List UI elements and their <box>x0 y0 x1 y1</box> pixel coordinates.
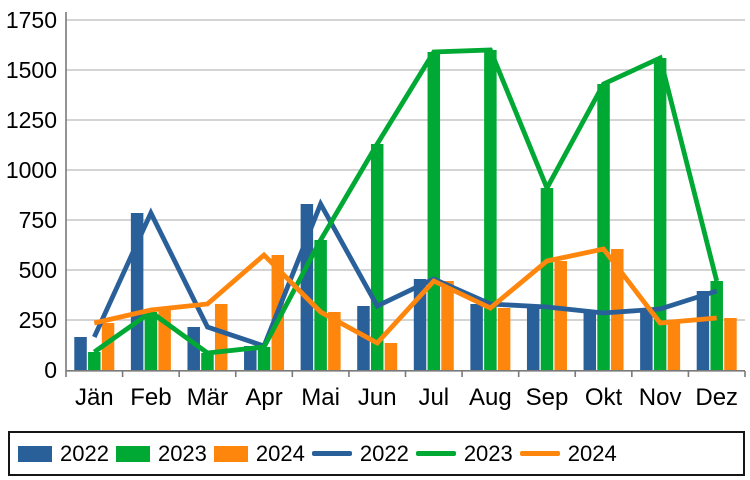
bar-2022-Mär <box>187 327 200 370</box>
x-axis-label-Nov: Nov <box>639 384 682 411</box>
x-axis-label-Jän: Jän <box>75 384 114 411</box>
legend-item-line-2023: 2023 <box>415 440 515 466</box>
legend-label: 2024 <box>255 440 305 466</box>
bar-2023-Aug <box>484 50 497 370</box>
legend-item-bar-2022: 2022 <box>18 440 111 466</box>
x-axis-label-Okt: Okt <box>585 384 623 411</box>
legend-label: 2023 <box>463 440 513 466</box>
bar-2024-Jun <box>384 343 398 370</box>
bar-2024-Sep <box>554 261 567 370</box>
bar-2023-Dez <box>710 281 723 370</box>
y-axis-tick-label-1250: 1250 <box>6 107 57 133</box>
bar-2024-Okt <box>611 249 624 370</box>
x-axis-label-Mai: Mai <box>301 384 340 411</box>
bar-2022-Nov <box>640 309 653 370</box>
bar-2024-Mai <box>328 312 341 370</box>
x-axis-label-Sep: Sep <box>526 384 569 411</box>
bar-2022-Sep <box>526 307 540 370</box>
legend-item-line-2022: 2022 <box>311 440 411 466</box>
bar-swatch-icon <box>115 445 150 462</box>
bar-2022-Okt <box>583 313 597 370</box>
line-swatch-icon <box>311 451 352 456</box>
y-axis-tick-label-250: 250 <box>19 307 57 333</box>
bar-2023-Nov <box>653 58 667 370</box>
x-axis-label-Jun: Jun <box>358 384 397 411</box>
legend-item-bar-2023: 2023 <box>115 440 209 466</box>
combo-chart: 0 250 500 750 1000 1250 1500 1750 Jän Feb Mär Apr Ma… <box>6 7 746 411</box>
bar-2022-Dez <box>696 291 710 370</box>
bar-2022-Jän <box>74 337 87 370</box>
line-2022 <box>92 198 718 349</box>
line-swatch-icon <box>415 451 456 456</box>
legend-label: 2024 <box>567 440 617 466</box>
bar-2024-Nov <box>667 323 681 370</box>
line-2023 <box>92 47 720 356</box>
bar-2022-Apr <box>244 346 257 370</box>
bar-swatch-icon <box>18 445 52 462</box>
legend-label: 2023 <box>157 440 207 466</box>
x-axis-label-Feb: Feb <box>130 384 171 411</box>
x-axis-label-Dez: Dez <box>695 384 738 411</box>
bar-2023-Jun <box>370 144 384 370</box>
y-axis-tick-label-1500: 1500 <box>6 57 57 83</box>
bar-2023-Mär <box>201 353 214 370</box>
bar-2023-Apr <box>257 347 271 370</box>
x-axis-label-Apr: Apr <box>245 384 282 411</box>
bar-swatch-icon <box>213 445 248 462</box>
x-axis-label-Aug: Aug <box>469 384 512 411</box>
bar-2023-Feb <box>144 312 158 370</box>
legend-item-line-2024: 2024 <box>519 440 619 466</box>
bar-2022-Aug <box>470 304 483 370</box>
y-axis-tick-label-0: 0 <box>44 357 57 383</box>
bar-2023-Okt <box>597 84 610 370</box>
y-axis-tick-label-1750: 1750 <box>6 7 57 33</box>
legend-label: 2022 <box>359 440 409 466</box>
bar-2024-Aug <box>497 308 511 370</box>
bar-2024-Dez <box>724 318 737 370</box>
y-axis-tick-label-750: 750 <box>19 207 57 233</box>
line-swatch-icon <box>519 451 560 456</box>
bar-2023-Jän <box>88 352 101 370</box>
bar-2024-Mär <box>214 304 228 370</box>
x-axis-label-Mär: Mär <box>187 384 228 411</box>
y-axis-tick-label-1000: 1000 <box>6 157 57 183</box>
x-axis-label-Jul: Jul <box>418 384 449 411</box>
legend-label: 2022 <box>60 440 109 466</box>
y-axis-tick-label-500: 500 <box>19 257 57 283</box>
bar-2023-Mai <box>314 240 327 370</box>
legend-item-bar-2024: 2024 <box>213 440 307 466</box>
bar-2023-Sep <box>540 188 554 370</box>
legend: 2022 2023 2024 2022 2023 2024 <box>8 431 745 476</box>
bar-2024-Jul <box>441 281 454 370</box>
bar-2023-Jul <box>427 52 441 370</box>
line-2024 <box>93 246 717 347</box>
bar-2024-Jän <box>101 323 115 370</box>
